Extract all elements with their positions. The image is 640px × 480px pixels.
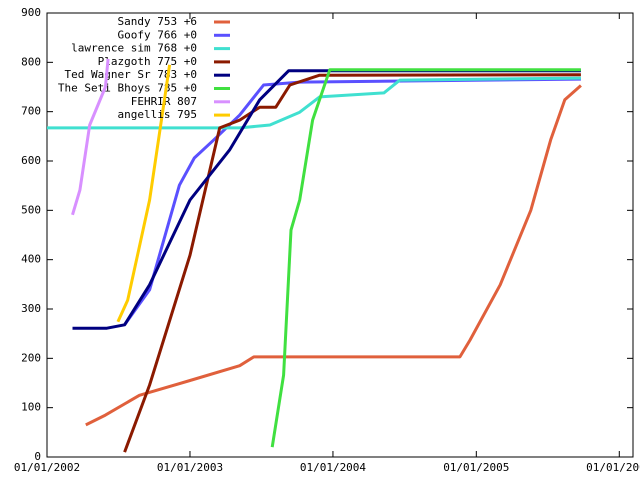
y-tick-label: 800 bbox=[21, 55, 41, 68]
series-line bbox=[270, 68, 581, 448]
series-line bbox=[72, 69, 581, 330]
y-tick-label: 100 bbox=[21, 401, 41, 414]
series-line bbox=[85, 84, 582, 427]
x-tick-label: 01/01/2003 bbox=[157, 461, 223, 474]
x-tick-label: 01/01/2006 bbox=[586, 461, 640, 474]
y-tick-label: 0 bbox=[34, 450, 41, 463]
plot-frame bbox=[46, 12, 634, 458]
series-line bbox=[71, 58, 110, 216]
legend-label: angellis 795 bbox=[118, 108, 197, 121]
series-line bbox=[116, 64, 172, 323]
y-tick-label: 900 bbox=[21, 6, 41, 19]
legend-label: lawrence sim 768 +0 bbox=[71, 42, 197, 55]
y-tick-label: 700 bbox=[21, 105, 41, 118]
legend-label: The Seti Bhoys 785 +0 bbox=[58, 82, 197, 95]
y-tick-label: 300 bbox=[21, 302, 41, 315]
legend-label: Sandy 753 +6 bbox=[118, 15, 197, 28]
x-tick-label: 01/01/2005 bbox=[443, 461, 509, 474]
legend-label: Plazgoth 775 +0 bbox=[98, 55, 197, 68]
x-tick-label: 01/01/2002 bbox=[14, 461, 80, 474]
series-line bbox=[123, 73, 581, 453]
y-tick-label: 200 bbox=[21, 351, 41, 364]
legend-label: Ted Wagner Sr 783 +0 bbox=[65, 68, 197, 81]
legend-label: Goofy 766 +0 bbox=[118, 28, 197, 41]
x-tick-label: 01/01/2004 bbox=[300, 461, 367, 474]
y-tick-label: 400 bbox=[21, 253, 41, 266]
y-tick-label: 500 bbox=[21, 203, 41, 216]
series-line bbox=[123, 77, 581, 326]
y-tick-label: 600 bbox=[21, 154, 41, 167]
